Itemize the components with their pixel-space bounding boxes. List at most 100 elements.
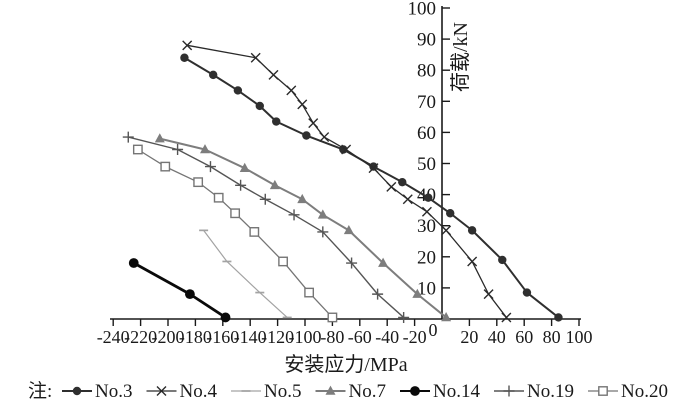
y-tick-label: 30 [417, 216, 436, 237]
triangle-marker [199, 144, 210, 154]
legend-item-no19: No.19 [494, 381, 574, 402]
circle-marker [302, 131, 311, 140]
plus-marker [122, 131, 134, 143]
circle-marker [410, 386, 420, 396]
square-marker [213, 192, 224, 203]
y-tick-label: 50 [417, 154, 436, 175]
x-marker [483, 289, 494, 300]
series-line [132, 261, 227, 319]
x-tick-label: -80 [320, 327, 344, 347]
triangle-marker [317, 209, 328, 219]
legend-item-no5: No.5 [231, 381, 301, 402]
plus-marker [259, 193, 271, 205]
y-tick-label: 10 [417, 278, 436, 299]
x-axis-title: 安装应力/MPa [284, 353, 407, 376]
legend-prefix: 注: [28, 380, 52, 402]
circle-marker [446, 209, 455, 218]
y-axis-title: 荷载/kN [449, 22, 472, 92]
x-marker [341, 144, 352, 155]
x-marker [467, 256, 478, 267]
series-line [186, 44, 508, 319]
x-tick-label: 40 [488, 327, 506, 347]
circle-marker [467, 226, 477, 235]
x-marker [319, 132, 330, 143]
circle-marker [220, 312, 231, 323]
y-tick-label: 90 [417, 30, 436, 51]
square-marker [160, 161, 171, 172]
x-tick-label: 100 [566, 327, 593, 347]
series-no5 [199, 229, 292, 319]
triangle-marker [441, 312, 452, 322]
x-tick-label: -180 [179, 327, 212, 347]
x-tick-label: 20 [460, 327, 478, 347]
x-marker [368, 163, 379, 174]
x-tick-label: 60 [515, 327, 533, 347]
square-marker [304, 287, 315, 298]
circle-marker [180, 53, 189, 62]
triangle-marker [378, 257, 389, 267]
x-tick-label: -100 [289, 327, 322, 347]
circle-marker [185, 289, 195, 300]
triangle-marker [154, 133, 165, 143]
x-marker [308, 118, 319, 129]
legend-label: No.20 [621, 381, 668, 402]
triangle-marker [343, 224, 354, 235]
circle-marker [209, 70, 218, 80]
circle-marker [128, 258, 139, 268]
triangle-marker [239, 162, 250, 172]
y-tick-label: 20 [417, 247, 436, 268]
y-tick-label: 70 [417, 92, 436, 113]
y-tick-label: 100 [408, 0, 437, 20]
x-marker [156, 386, 167, 396]
x-tick-label: -140 [234, 327, 267, 347]
x-marker [297, 99, 308, 110]
legend: 注: No.3 No.4 No.5 No.7 No.14 No.19 No.20 [28, 380, 668, 402]
legend-label: No.7 [349, 381, 386, 402]
series-line [203, 229, 288, 319]
x-tick-label-origin: 0 [429, 320, 438, 340]
square-marker [132, 144, 143, 155]
x-marker [268, 69, 279, 80]
legend-item-no20: No.20 [588, 381, 668, 402]
triangle-marker [269, 179, 280, 190]
plus-marker [235, 179, 247, 191]
plus-marker [317, 226, 329, 238]
legend-label: No.19 [527, 381, 574, 402]
series-line [137, 148, 334, 319]
legend-label: No.5 [264, 381, 301, 402]
circle-marker [554, 313, 563, 322]
series [122, 40, 563, 323]
square-marker [278, 256, 288, 267]
triangle-marker [412, 288, 423, 298]
x-tick-label: -240 [97, 327, 130, 347]
x-tick-label: -120 [261, 327, 294, 347]
plus-marker [172, 144, 184, 156]
circle-marker [255, 101, 264, 111]
y-tick-label: 80 [417, 61, 436, 82]
circle-marker [233, 86, 243, 95]
square-marker [327, 312, 338, 323]
legend-item-no14: No.14 [400, 381, 480, 402]
x-tick-label: -40 [375, 327, 399, 347]
square-marker [598, 386, 608, 396]
series-no4 [182, 40, 512, 323]
circle-marker [398, 177, 407, 187]
plus-marker [204, 161, 216, 173]
x-marker [182, 40, 193, 51]
x-tick-label: -220 [124, 327, 157, 347]
legend-item-no7: No.7 [315, 381, 386, 402]
x-marker [250, 52, 261, 63]
x-marker [286, 85, 297, 96]
square-marker [230, 208, 241, 219]
triangle-marker [325, 385, 336, 395]
circle-marker [272, 117, 281, 126]
plus-marker [503, 385, 515, 397]
legend-label: No.14 [433, 381, 480, 402]
legend-item-no3: No.3 [62, 381, 132, 402]
square-marker [193, 177, 204, 188]
series-line [158, 137, 448, 319]
circle-marker [498, 255, 507, 265]
x-marker [402, 194, 413, 205]
